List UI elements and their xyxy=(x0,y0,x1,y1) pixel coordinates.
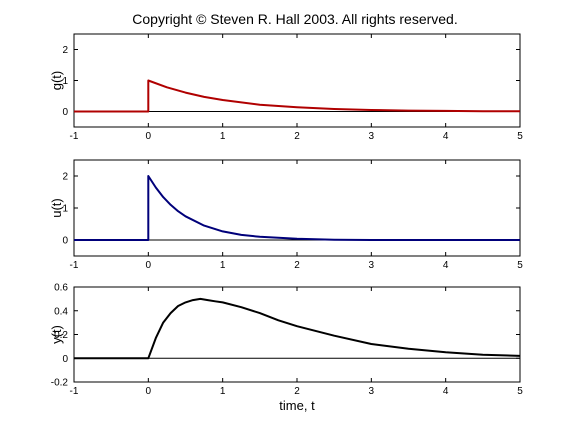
x-tick-label: 1 xyxy=(220,131,226,142)
x-tick-label: 3 xyxy=(369,260,375,271)
series-line xyxy=(74,175,520,241)
x-tick-label: 3 xyxy=(369,131,375,142)
y-axis-label: u(t) xyxy=(49,198,64,218)
y-tick-label: 0 xyxy=(62,107,68,118)
y-axis-label: g(t) xyxy=(49,71,64,91)
x-tick-label: 4 xyxy=(443,260,449,271)
x-tick-label: 0 xyxy=(146,131,152,142)
subplot-3: -1 0 1 2 3 4 5 -0.2 0 0.2 0.4 0.6 y(t) time, t xyxy=(49,283,523,414)
x-tick-label: 0 xyxy=(146,260,152,271)
y-tick-label: 1 xyxy=(62,76,68,87)
y-axis-label: y(t) xyxy=(49,325,64,344)
subplots: -1 0 1 2 3 4 5 0 1 2 g(t) -1 0 1 2 3 4 5 0 1 2 u(t) -1 0 1 2 3 4 5 -0… xyxy=(49,33,523,414)
figure-title: Copyright © Steven R. Hall 2003. All rig… xyxy=(132,11,457,27)
y-tick-label: 2 xyxy=(62,45,68,56)
x-tick-label: -1 xyxy=(70,260,79,271)
x-tick-label: 5 xyxy=(517,386,523,397)
x-tick-label: 2 xyxy=(294,260,300,271)
x-axis-label: time, t xyxy=(279,398,315,413)
x-tick-label: 1 xyxy=(220,260,226,271)
subplot-2: -1 0 1 2 3 4 5 0 1 2 u(t) xyxy=(49,159,523,271)
x-tick-label: 5 xyxy=(517,260,523,271)
x-tick-label: 1 xyxy=(220,386,226,397)
x-tick-label: 4 xyxy=(443,131,449,142)
y-tick-label: -0.2 xyxy=(51,378,69,389)
series-line xyxy=(74,297,521,360)
x-tick-label: 2 xyxy=(294,131,300,142)
x-tick-label: 5 xyxy=(517,131,523,142)
y-tick-label: 0.2 xyxy=(54,330,68,341)
series-line xyxy=(74,79,520,113)
y-tick-label: 0 xyxy=(62,354,68,365)
y-tick-label: 1 xyxy=(62,204,68,215)
x-tick-label: 4 xyxy=(443,386,449,397)
x-tick-label: 3 xyxy=(369,386,375,397)
y-tick-label: 0 xyxy=(62,236,68,247)
y-tick-label: 0.6 xyxy=(54,283,68,294)
y-tick-label: 2 xyxy=(62,172,68,183)
x-tick-label: 2 xyxy=(294,386,300,397)
x-tick-label: -1 xyxy=(70,386,79,397)
x-tick-label: -1 xyxy=(70,131,79,142)
subplot-1: -1 0 1 2 3 4 5 0 1 2 g(t) xyxy=(49,33,523,142)
y-tick-label: 0.4 xyxy=(54,306,68,317)
x-tick-label: 0 xyxy=(146,386,152,397)
